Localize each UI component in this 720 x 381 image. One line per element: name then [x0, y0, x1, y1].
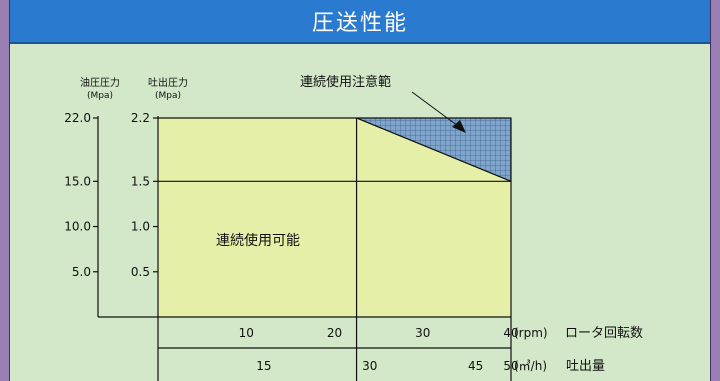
continuous-use-region	[158, 118, 511, 317]
caution-boundary-line	[356, 117, 512, 182]
caution-range-label: 連続使用注意範	[300, 74, 391, 90]
rpm-tick-label: 10	[239, 326, 254, 340]
caution-label-arrowhead	[452, 120, 466, 133]
oil-pressure-tick-label: 22.0	[64, 111, 91, 125]
page-title: 圧送性能	[311, 11, 408, 36]
flow-tick-label: 30	[362, 359, 377, 373]
flow-tick-label: 15	[256, 359, 271, 373]
oil-pressure-tick-label: 5.0	[72, 265, 91, 279]
rpm-tick-label: 20	[327, 326, 342, 340]
discharge-pressure-axis-title: 吐出圧力	[148, 76, 188, 89]
oil-pressure-axis-title: 油圧圧力	[80, 76, 120, 89]
title-bar: 圧送性能	[10, 0, 710, 44]
flow-axis-title: 吐出量	[566, 359, 605, 374]
discharge-pressure-tick-label: 1.0	[131, 220, 150, 234]
rpm-axis-title: ロータ回転数	[565, 326, 643, 341]
flow-tick-label: 45	[468, 359, 483, 373]
discharge-pressure-axis-unit: (Mpa)	[155, 91, 181, 101]
discharge-pressure-tick-label: 2.2	[131, 111, 150, 125]
oil-pressure-tick-label: 15.0	[64, 174, 91, 188]
flow-tick-label: 50	[503, 359, 518, 373]
oil-pressure-axis-unit: (Mpa)	[87, 91, 113, 101]
flow-axis-unit: (㎥/h)	[514, 359, 547, 373]
oil-pressure-tick-label: 10.0	[64, 220, 91, 234]
rpm-axis-unit: (rpm)	[514, 326, 548, 340]
caution-label-leader-line	[411, 91, 459, 127]
continuous-use-label: 連続使用可能	[216, 232, 300, 249]
rpm-tick-label: 30	[415, 326, 430, 340]
discharge-pressure-tick-label: 0.5	[131, 265, 150, 279]
discharge-pressure-tick-label: 1.5	[131, 174, 150, 188]
rpm-tick-label: 40	[503, 326, 518, 340]
